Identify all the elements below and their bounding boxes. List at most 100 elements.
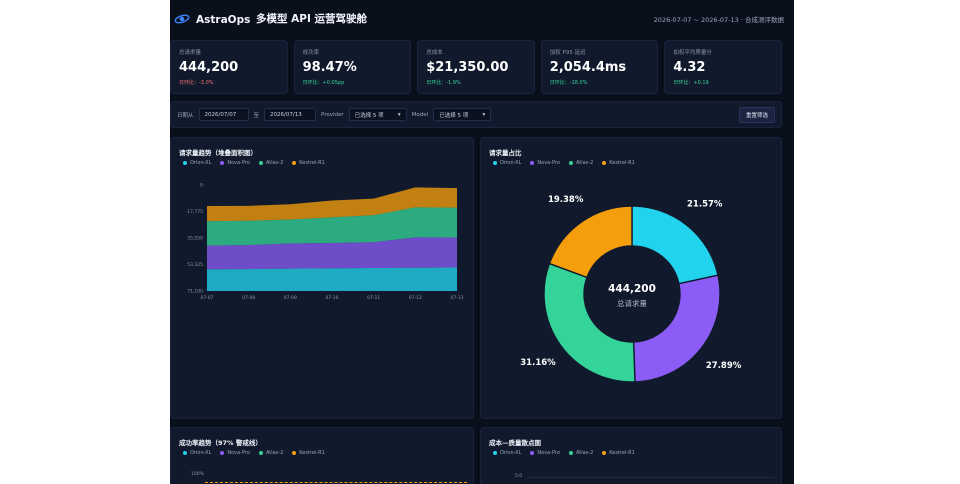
- model-select[interactable]: 已选择 5 项 ▾: [433, 108, 492, 121]
- model-value: 已选择 5 项: [439, 112, 469, 119]
- donut-slice-orion-xl[interactable]: [631, 205, 719, 285]
- legend-dot: [292, 161, 297, 165]
- legend-label: Kestrel-R1: [299, 160, 325, 166]
- legend: Orion-XL Nova-Pro Atlas-2 Kestrel-R1: [183, 160, 325, 166]
- area-series-atlas-2[interactable]: [207, 207, 457, 246]
- kpi-label: 加权平均质量分: [673, 50, 712, 56]
- x-tick-label: 07-07: [200, 295, 213, 301]
- donut-chart-panel: 请求量占比 Orion-XL Nova-Pro Atlas-2 Kestrel-…: [480, 137, 782, 419]
- area-series-orion-xl[interactable]: [207, 267, 457, 291]
- legend-label: Atlas-2: [575, 450, 594, 456]
- cost-quality-panel: 成本—质量散点图 Orion-XL Nova-Pro Atlas-2 Kestr…: [480, 427, 782, 484]
- slice-value-label: 21.57%: [687, 200, 723, 210]
- legend-label: Nova-Pro: [227, 160, 250, 166]
- legend: Orion-XL Nova-Pro Atlas-2 Kestrel-R1: [493, 450, 635, 456]
- y-tick-label: 71,100: [187, 289, 203, 295]
- legend-item[interactable]: Atlas-2: [258, 450, 284, 456]
- filter-bar: 日期从 2026/07/07 至 2026/07/13 Provider 已选择…: [170, 101, 782, 128]
- kpi-card-requests: 总请求量 444,200 日环比：-3.0%: [170, 40, 288, 94]
- slice-value-label: 19.38%: [548, 195, 584, 205]
- left-margin: [0, 0, 170, 484]
- legend-dot: [530, 451, 535, 455]
- date-from-value: 2026/07/07: [204, 111, 237, 118]
- legend-item[interactable]: Nova-Pro: [220, 160, 250, 166]
- legend-item[interactable]: Nova-Pro: [220, 450, 250, 456]
- legend-item[interactable]: Atlas-2: [568, 450, 594, 456]
- date-range-summary: 2026-07-07 ~ 2026-07-13 · 合成测评数据: [653, 16, 784, 24]
- legend-item[interactable]: Atlas-2: [568, 160, 593, 166]
- provider-select[interactable]: 已选择 5 项 ▾: [348, 108, 407, 121]
- kpi-label: 总成本: [426, 50, 443, 56]
- donut-slice-nova-pro[interactable]: [632, 274, 721, 383]
- kpi-delta: 日环比：-3.0%: [179, 80, 214, 86]
- area-series-nova-pro[interactable]: [207, 237, 457, 270]
- legend-label: Kestrel-R1: [299, 450, 325, 456]
- brand[interactable]: AstraOps: [174, 10, 250, 29]
- model-label: Model: [411, 111, 429, 118]
- legend-label: Atlas-2: [265, 450, 284, 456]
- legend-item[interactable]: Kestrel-R1: [292, 160, 325, 166]
- right-margin: [794, 0, 960, 484]
- date-to-input[interactable]: 2026/07/13: [264, 108, 317, 121]
- legend-item[interactable]: Nova-Pro: [530, 450, 560, 456]
- kpi-delta: 日环比：-1.9%: [426, 80, 461, 86]
- legend-dot: [258, 161, 263, 165]
- kpi-delta: 日环比：+0.19: [673, 80, 709, 86]
- legend-item[interactable]: Orion-XL: [493, 450, 521, 456]
- top-bar: AstraOps 多模型 API 运营驾驶舱 2026-07-07 ~ 2026…: [170, 0, 794, 36]
- kpi-value: 4.32: [673, 60, 706, 75]
- x-tick-label: 07-09: [284, 295, 297, 301]
- legend-dot: [530, 161, 535, 165]
- reset-filters-button[interactable]: 重置筛选: [738, 106, 775, 123]
- legend-dot: [183, 451, 187, 455]
- legend-label: Orion-XL: [190, 450, 212, 456]
- panel-title: 成本—质量散点图: [489, 439, 541, 447]
- legend-dot: [602, 451, 607, 455]
- donut-center-value: 444,200: [608, 283, 656, 295]
- grid-line: [527, 477, 775, 478]
- legend-item[interactable]: Orion-XL: [183, 160, 211, 166]
- legend-label: Atlas-2: [265, 160, 284, 166]
- legend-dot: [220, 161, 225, 165]
- legend-dot: [292, 451, 297, 455]
- date-to-label: 至: [253, 112, 260, 119]
- legend-dot: [568, 161, 573, 165]
- legend-item[interactable]: Kestrel-R1: [292, 450, 325, 456]
- kpi-value: 98.47%: [302, 60, 357, 75]
- logo-icon: [174, 10, 190, 29]
- legend-dot: [183, 161, 187, 165]
- kpi-value: $21,350.00: [426, 60, 509, 75]
- y-tick-label: 17,775: [187, 209, 203, 215]
- donut-slice-kestrel-r1[interactable]: [548, 205, 633, 279]
- kpi-label: 加权 P95 延迟: [549, 50, 586, 56]
- legend: Orion-XL Nova-Pro Atlas-2 Kestrel-R1: [183, 450, 325, 456]
- page-title: 多模型 API 运营驾驶舱: [256, 13, 368, 25]
- y-tick-label: 35,550: [187, 236, 203, 242]
- legend-item[interactable]: Orion-XL: [183, 450, 211, 456]
- donut-slice-atlas-2[interactable]: [543, 262, 636, 383]
- kpi-value: 2,054.4ms: [549, 60, 627, 75]
- provider-label: Provider: [321, 111, 344, 118]
- provider-value: 已选择 5 项: [354, 112, 384, 119]
- kpi-card-p95-latency: 加权 P95 延迟 2,054.4ms 日环比：-18.0%: [540, 40, 659, 94]
- legend-label: Nova-Pro: [537, 160, 560, 166]
- chevron-down-icon: ▾: [482, 111, 486, 118]
- date-from-input[interactable]: 2026/07/07: [198, 108, 249, 121]
- x-tick-label: 07-13: [450, 295, 463, 301]
- legend-label: Orion-XL: [190, 160, 212, 166]
- kpi-value: 444,200: [179, 60, 239, 75]
- legend-item[interactable]: Kestrel-R1: [602, 450, 635, 456]
- y-tick-label: 0: [200, 183, 203, 189]
- legend-item[interactable]: Nova-Pro: [530, 160, 560, 166]
- legend-label: Nova-Pro: [537, 450, 560, 456]
- success-rate-panel: 成功率趋势（97% 警戒线） Orion-XL Nova-Pro Atlas-2…: [170, 427, 474, 484]
- y-tick-label: 100%: [191, 472, 204, 477]
- legend-item[interactable]: Kestrel-R1: [602, 160, 635, 166]
- area-series-kestrel-r1[interactable]: [207, 187, 457, 222]
- legend-dot: [493, 451, 497, 455]
- legend-item[interactable]: Atlas-2: [258, 160, 284, 166]
- legend-item[interactable]: Orion-XL: [493, 160, 521, 166]
- donut-center-label: 总请求量: [617, 298, 647, 308]
- x-tick-label: 07-08: [242, 295, 255, 301]
